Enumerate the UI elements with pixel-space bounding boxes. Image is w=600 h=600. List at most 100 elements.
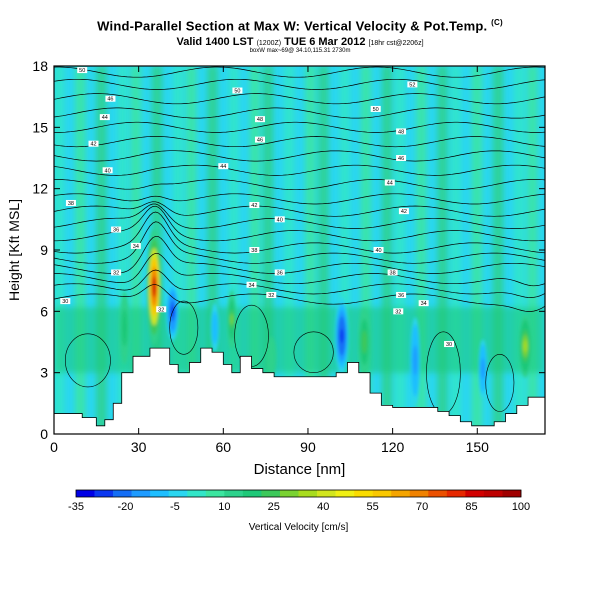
field-band: [381, 66, 393, 434]
isentrope-label: 42: [249, 202, 260, 209]
colorbar-swatch: [391, 490, 411, 497]
colorbar-tick-label: 85: [465, 501, 477, 513]
svg-text:46: 46: [107, 97, 113, 103]
isentrope-label: 32: [266, 291, 277, 299]
isentrope-label: 46: [105, 95, 116, 103]
isentrope-line: [54, 150, 545, 162]
isentrope-label: 36: [274, 269, 285, 276]
colorbar: -35 -20 -5 10 25 40 55 70 85 100 Vertical Velocity…: [68, 489, 530, 533]
field-band: [305, 66, 316, 434]
colorbar-swatch: [428, 490, 448, 497]
isentrope-line: [54, 203, 545, 229]
colorbar-swatch: [76, 490, 95, 497]
field-band: [395, 66, 406, 434]
updraft-cell: [146, 229, 162, 345]
y-tick-label: 3: [40, 365, 48, 381]
isentrope-line: [54, 211, 545, 254]
svg-text:44: 44: [387, 181, 393, 187]
isentrope-label: 34: [130, 242, 141, 250]
field-band: [514, 66, 525, 434]
colorbar-swatch: [354, 490, 373, 497]
isentrope-label: 44: [384, 179, 395, 187]
colorbar-swatch: [150, 490, 170, 497]
chart-subtitle: Valid 1400 LST (1200Z) TUE 6 Mar 2012 [1…: [176, 36, 424, 48]
isentrope-labels: 50 46 44 42 40 38 36 34 32 30 50 48 46 44 42 40 38 36 34 32…: [60, 67, 455, 348]
colorbar-swatch: [465, 490, 485, 497]
isentrope-label: 44: [99, 114, 110, 121]
colorbar-tick-label: 70: [416, 501, 428, 513]
field-band: [172, 66, 184, 434]
colorbar-tick-label: -5: [170, 501, 180, 513]
svg-text:30: 30: [446, 342, 452, 348]
colorbar-tick-label: -35: [68, 501, 84, 513]
isentrope-line: [54, 78, 545, 90]
y-tick-label: 15: [32, 119, 48, 135]
isentrope-label: 44: [218, 163, 229, 170]
chart-title: Wind-Parallel Section at Max W: Vertical…: [97, 18, 503, 34]
x-tick-label: 120: [381, 439, 405, 455]
terrain-fill: [54, 348, 545, 434]
terrain-outline: [54, 347, 545, 427]
colorbar-swatch: [224, 490, 244, 497]
colorbar-tick-label: 10: [218, 501, 230, 513]
downdraft-cell: [410, 317, 421, 404]
svg-text:48: 48: [257, 117, 263, 123]
isentrope-line: [54, 284, 545, 312]
isentrope-line: [54, 121, 545, 133]
updraft-cell: [266, 336, 277, 377]
isentrope-label: 50: [232, 87, 243, 95]
isentrope-label: 50: [370, 105, 381, 113]
isentrope-label: 48: [254, 116, 265, 123]
isentrope-line: [54, 136, 545, 148]
isentrope-label: 42: [398, 208, 409, 215]
svg-text:44: 44: [102, 115, 108, 121]
colorbar-tick-label: 55: [367, 501, 379, 513]
isentrope-line: [54, 164, 545, 176]
field-band: [471, 66, 483, 434]
isentrope-line: [54, 252, 545, 287]
field-band: [437, 66, 448, 434]
colorbar-swatch: [409, 490, 429, 497]
isentrope-label: 50: [77, 67, 88, 74]
colorbar-swatch: [317, 490, 336, 497]
x-tick-label: 30: [131, 439, 147, 455]
cell-contour: [169, 300, 199, 355]
svg-text:36: 36: [277, 270, 283, 276]
field-band: [416, 66, 427, 434]
y-tick-label: 9: [40, 242, 48, 258]
y-tick-label: 12: [32, 181, 48, 197]
svg-text:32: 32: [395, 309, 401, 315]
isentrope-line: [54, 269, 545, 298]
svg-text:38: 38: [68, 201, 74, 207]
colorbar-swatch: [261, 490, 281, 497]
colorbar-swatch: [113, 490, 132, 497]
colorbar-swatch: [131, 490, 151, 497]
x-tick-label: 150: [466, 439, 490, 455]
isentrope-label: 36: [111, 226, 122, 234]
svg-text:42: 42: [401, 209, 407, 215]
isentrope-line: [54, 205, 545, 242]
x-axis-label: Distance [nm]: [254, 461, 346, 478]
colorbar-swatch: [446, 490, 466, 497]
colorbar-swatch: [279, 490, 299, 497]
isentrope-label: 32: [393, 308, 404, 315]
svg-text:32: 32: [113, 270, 119, 276]
field-band: [262, 66, 274, 434]
colorbar-label: Vertical Velocity [cm/s]: [249, 522, 349, 533]
svg-text:48: 48: [398, 129, 404, 135]
svg-text:50: 50: [234, 89, 240, 95]
isentrope-label: 32: [156, 306, 167, 313]
isentrope-line: [54, 193, 545, 205]
colorbar-swatch: [187, 490, 207, 497]
field-band: [96, 66, 107, 434]
colorbar-tick-label: 25: [268, 501, 280, 513]
isentrope-label: 40: [102, 167, 113, 174]
updraft-cell: [227, 290, 237, 349]
x-tick-label: 0: [50, 439, 58, 455]
svg-text:34: 34: [133, 244, 139, 250]
field-band: [492, 66, 504, 434]
field-band: [117, 66, 128, 434]
downdraft-cell: [334, 297, 349, 375]
svg-text:50: 50: [79, 68, 85, 74]
